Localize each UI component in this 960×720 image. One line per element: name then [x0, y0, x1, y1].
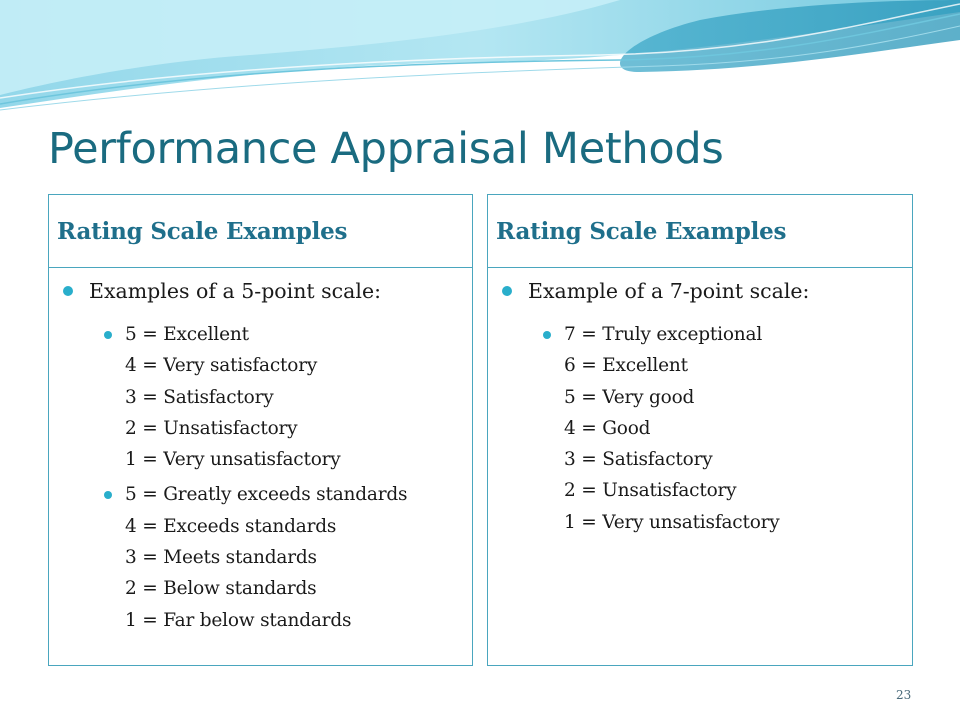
scale-line: 1 = Very unsatisfactory [564, 511, 780, 533]
right-panel-body: Example of a 7-point scale: 7 = Truly ex… [488, 277, 912, 538]
scale-line: 3 = Satisfactory [125, 386, 274, 408]
scale-line: 6 = Excellent [564, 355, 688, 377]
left-intro-text: Examples of a 5-point scale: [89, 279, 381, 303]
left-panel: Rating Scale Examples Examples of a 5-po… [48, 194, 473, 666]
bullet-dot-icon [543, 331, 551, 339]
bullet-dot-icon [104, 491, 112, 500]
scale-line: 5 = Greatly exceeds standards [125, 484, 408, 506]
scale-line: 3 = Meets standards [125, 547, 317, 569]
scale-line: 4 = Very satisfactory [125, 355, 318, 377]
left-scale-group-1: 5 = Excellent 4 = Very satisfactory 3 = … [63, 319, 472, 475]
right-intro-bullet: Example of a 7-point scale: [502, 277, 912, 305]
scale-line: 2 = Unsatisfactory [564, 480, 737, 502]
scale-line: 1 = Far below standards [125, 609, 352, 631]
scale-line: 4 = Exceeds standards [125, 515, 337, 537]
scale-line: 2 = Unsatisfactory [125, 417, 298, 439]
left-panel-heading: Rating Scale Examples [49, 195, 472, 268]
bullet-dot-icon [63, 286, 73, 296]
left-panel-body: Examples of a 5-point scale: 5 = Excelle… [49, 277, 472, 636]
right-panel: Rating Scale Examples Example of a 7-poi… [487, 194, 913, 666]
scale-line: 5 = Excellent [125, 324, 249, 345]
scale-line: 2 = Below standards [125, 578, 317, 600]
wave-header-decoration [0, 0, 960, 111]
bullet-dot-icon [104, 331, 112, 339]
slide-title: Performance Appraisal Methods [48, 124, 724, 174]
right-intro-text: Example of a 7-point scale: [528, 279, 810, 303]
scale-line: 1 = Very unsatisfactory [125, 449, 341, 471]
scale-line: 4 = Good [564, 417, 651, 439]
scale-line: 5 = Very good [564, 386, 695, 408]
right-scale-group-1: 7 = Truly exceptional 6 = Excellent 5 = … [502, 319, 912, 538]
page-number: 23 [896, 688, 912, 702]
scale-line: 3 = Satisfactory [564, 449, 713, 471]
left-scale-group-2: 5 = Greatly exceeds standards 4 = Exceed… [63, 479, 472, 635]
right-panel-heading: Rating Scale Examples [488, 195, 912, 268]
scale-line: 7 = Truly exceptional [564, 324, 763, 345]
left-intro-bullet: Examples of a 5-point scale: [63, 277, 472, 305]
bullet-dot-icon [502, 286, 512, 296]
